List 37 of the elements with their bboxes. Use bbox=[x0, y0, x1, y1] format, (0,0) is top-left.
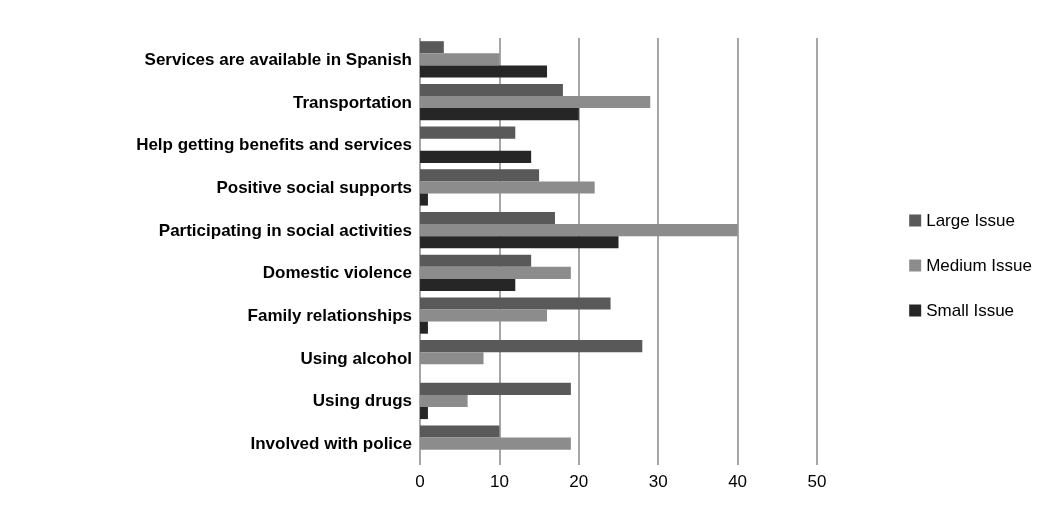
bar bbox=[420, 169, 540, 182]
legend-label: Small Issue bbox=[926, 301, 1015, 320]
x-tick-label: 20 bbox=[569, 472, 589, 491]
y-tick-label: Services are available in Spanish bbox=[144, 49, 412, 69]
legend-label: Medium Issue bbox=[926, 256, 1033, 275]
x-tick-label: 10 bbox=[489, 472, 509, 491]
bar bbox=[420, 321, 428, 334]
bar bbox=[420, 83, 563, 96]
bar bbox=[420, 65, 548, 78]
y-tick-label: Family relationships bbox=[247, 306, 412, 326]
bar bbox=[420, 382, 571, 395]
y-tick-label: Using drugs bbox=[312, 391, 412, 411]
bar bbox=[420, 126, 516, 139]
x-tick-label: 50 bbox=[807, 472, 827, 491]
bar bbox=[420, 254, 532, 267]
bar bbox=[420, 407, 428, 420]
bar bbox=[420, 297, 611, 310]
y-tick-label: Involved with police bbox=[250, 434, 412, 454]
y-tick-label: Using alcohol bbox=[300, 348, 412, 368]
y-tick-label: Positive social supports bbox=[216, 177, 412, 197]
bar bbox=[420, 212, 555, 225]
legend-label: Large Issue bbox=[926, 211, 1016, 230]
y-tick-label: Domestic violence bbox=[262, 263, 412, 283]
bar bbox=[420, 425, 500, 438]
bar bbox=[420, 193, 428, 206]
x-tick-label: 40 bbox=[728, 472, 748, 491]
bar bbox=[420, 41, 444, 54]
bar bbox=[420, 236, 619, 249]
x-tick-label: 30 bbox=[648, 472, 668, 491]
bar bbox=[420, 150, 532, 163]
bar bbox=[420, 278, 516, 291]
y-tick-label: Participating in social activities bbox=[158, 220, 412, 240]
y-tick-label: Transportation bbox=[292, 92, 412, 112]
bar bbox=[420, 108, 579, 121]
x-tick-label: 0 bbox=[415, 472, 425, 491]
y-tick-label: Help getting benefits and services bbox=[136, 135, 412, 155]
bar bbox=[420, 340, 643, 353]
